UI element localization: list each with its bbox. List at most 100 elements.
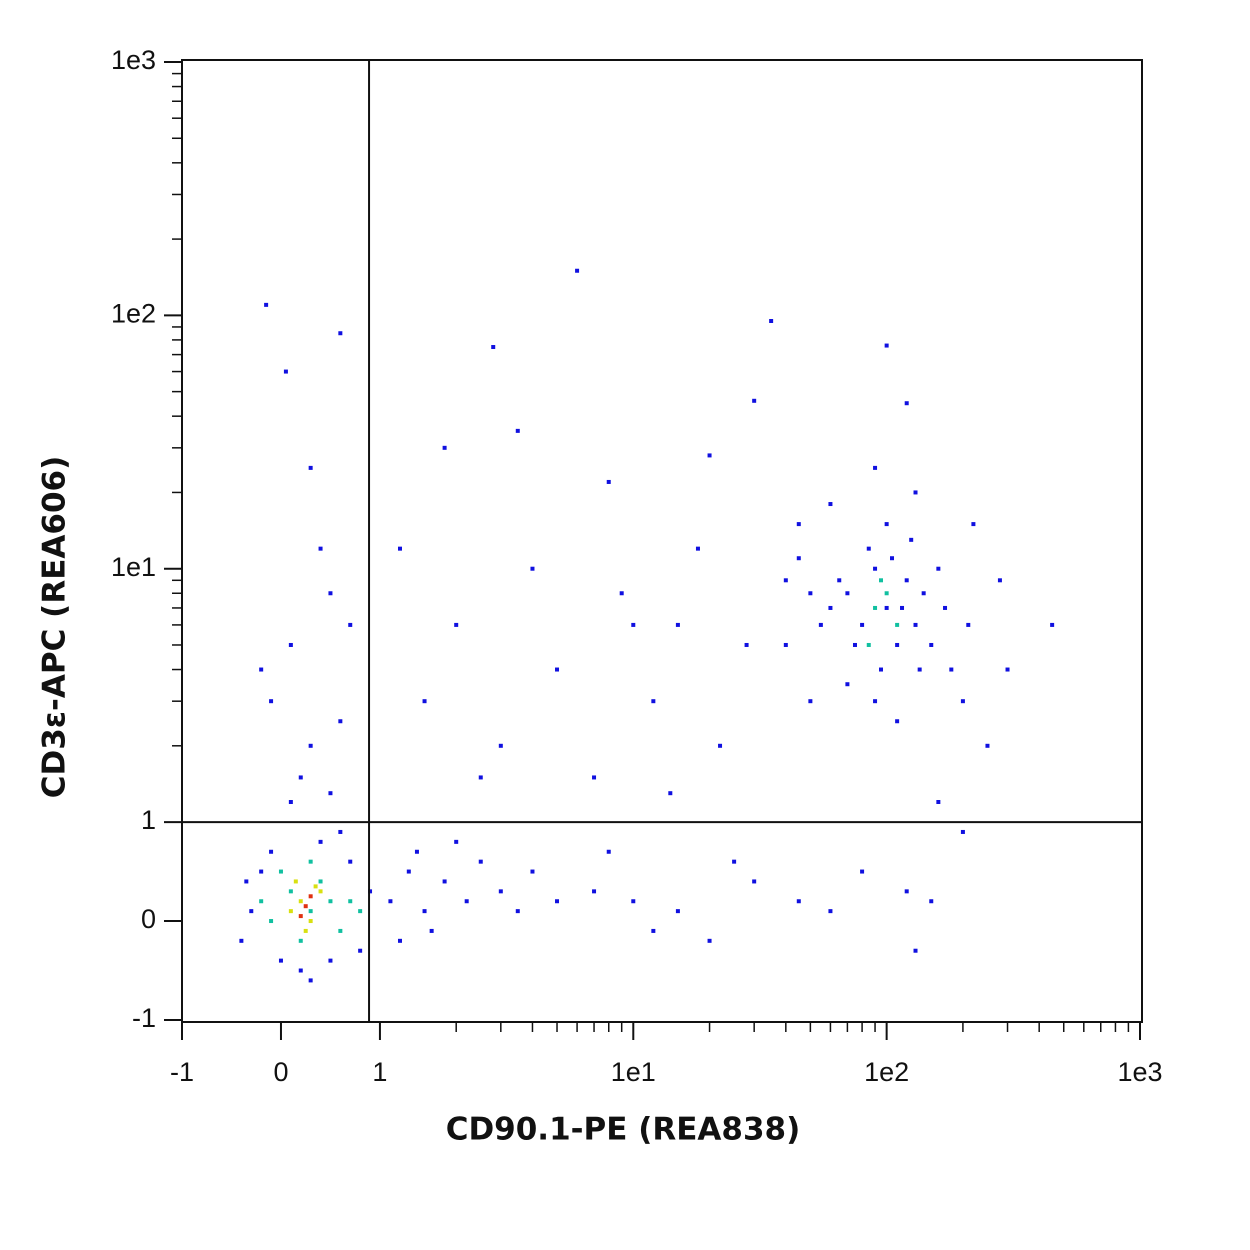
point xyxy=(606,849,611,854)
point xyxy=(997,578,1002,583)
point xyxy=(960,829,965,834)
point xyxy=(592,775,597,780)
point xyxy=(555,667,560,672)
point xyxy=(313,884,318,889)
point xyxy=(675,909,680,914)
point xyxy=(651,699,656,704)
y-tick-label: 1e1 xyxy=(111,552,156,582)
point xyxy=(921,591,926,596)
y-axis-title: CD3ε-APC (REA606) xyxy=(37,456,73,799)
point xyxy=(515,428,520,433)
point xyxy=(288,642,293,647)
point xyxy=(695,546,700,551)
point xyxy=(929,642,934,647)
point xyxy=(454,622,459,627)
point xyxy=(879,578,884,583)
x-tick-label: 1 xyxy=(372,1057,387,1087)
point xyxy=(651,928,656,933)
point xyxy=(860,869,865,874)
point xyxy=(406,869,411,874)
point xyxy=(631,622,636,627)
y-tick-label: 1 xyxy=(141,805,156,835)
point xyxy=(904,889,909,894)
point xyxy=(259,667,264,672)
point xyxy=(264,302,269,307)
point xyxy=(328,958,333,963)
point xyxy=(318,889,323,894)
point xyxy=(328,899,333,904)
point xyxy=(397,938,402,943)
x-axis-title: CD90.1-PE (REA838) xyxy=(446,1112,801,1148)
point xyxy=(464,899,469,904)
point xyxy=(348,899,353,904)
point xyxy=(575,268,580,273)
point xyxy=(414,849,419,854)
point xyxy=(328,591,333,596)
point xyxy=(884,522,889,527)
point xyxy=(422,699,427,704)
point xyxy=(936,800,941,805)
point xyxy=(249,909,254,914)
point xyxy=(783,578,788,583)
y-tick-label: -1 xyxy=(132,1003,156,1033)
point xyxy=(348,859,353,864)
point xyxy=(555,899,560,904)
point xyxy=(298,938,303,943)
point xyxy=(873,699,878,704)
point xyxy=(303,904,308,909)
point xyxy=(298,968,303,973)
point xyxy=(949,667,954,672)
point xyxy=(259,869,264,874)
point xyxy=(675,622,680,627)
point xyxy=(707,938,712,943)
point xyxy=(917,667,922,672)
point xyxy=(873,566,878,571)
point xyxy=(308,919,313,924)
point xyxy=(769,318,774,323)
point xyxy=(308,859,313,864)
point xyxy=(866,546,871,551)
point xyxy=(884,605,889,610)
point xyxy=(303,928,308,933)
point xyxy=(442,445,447,450)
point xyxy=(422,909,427,914)
point xyxy=(348,622,353,627)
point xyxy=(429,928,434,933)
point xyxy=(498,743,503,748)
point xyxy=(732,859,737,864)
point xyxy=(828,909,833,914)
point xyxy=(895,642,900,647)
x-tick-label: -1 xyxy=(170,1057,194,1087)
point xyxy=(388,899,393,904)
point xyxy=(890,556,895,561)
point xyxy=(796,556,801,561)
point xyxy=(338,719,343,724)
point xyxy=(358,909,363,914)
point xyxy=(592,889,597,894)
point xyxy=(808,591,813,596)
point xyxy=(478,859,483,864)
point xyxy=(913,948,918,953)
y-tick-label: 1e2 xyxy=(111,298,156,328)
point xyxy=(619,591,624,596)
point xyxy=(837,578,842,583)
point xyxy=(828,502,833,507)
point xyxy=(442,879,447,884)
point xyxy=(936,566,941,571)
point xyxy=(606,479,611,484)
point xyxy=(929,899,934,904)
point xyxy=(358,948,363,953)
point xyxy=(971,522,976,527)
point xyxy=(269,699,274,704)
point xyxy=(895,622,900,627)
point xyxy=(278,869,283,874)
y-tick-label: 1e3 xyxy=(111,45,156,75)
point xyxy=(308,465,313,470)
x-tick-label: 1e3 xyxy=(1117,1057,1162,1087)
point xyxy=(913,490,918,495)
point xyxy=(744,642,749,647)
point xyxy=(879,667,884,672)
point xyxy=(909,537,914,542)
point xyxy=(718,743,723,748)
